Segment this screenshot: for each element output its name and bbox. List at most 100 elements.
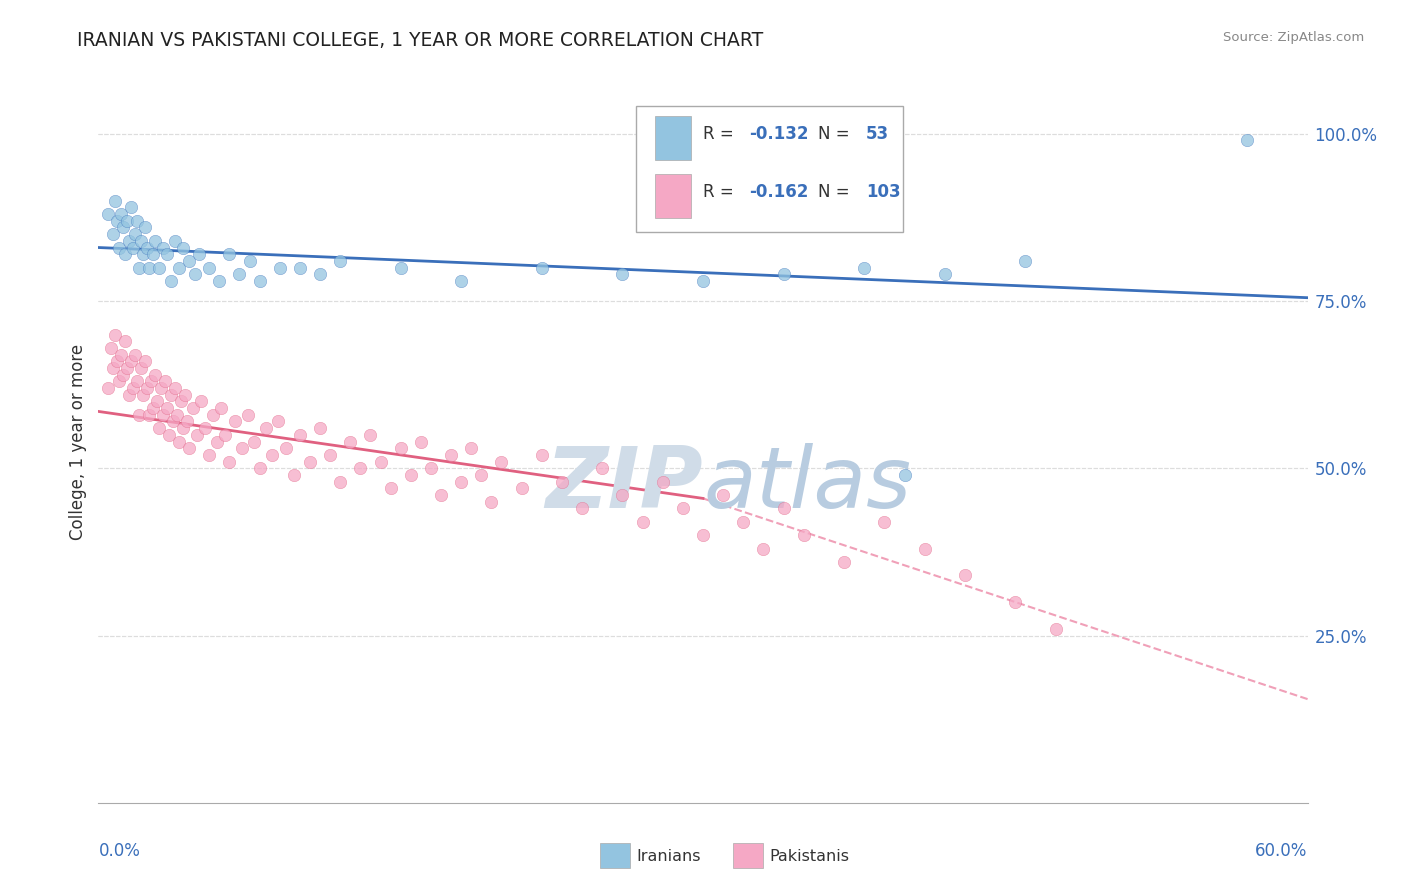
Text: -0.162: -0.162 <box>749 183 808 202</box>
Point <box>953 568 976 582</box>
Point <box>571 501 593 516</box>
Bar <box>655 174 690 218</box>
Point <box>125 375 148 389</box>
Point <box>146 394 169 409</box>
Point <box>260 448 283 462</box>
Point <box>274 442 297 455</box>
Point <box>118 234 141 248</box>
Point <box>207 434 229 449</box>
Point <box>399 467 422 482</box>
Point <box>460 442 482 455</box>
Point <box>752 541 775 556</box>
Point <box>420 461 443 475</box>
Text: Source: ZipAtlas.com: Source: ZipAtlas.com <box>1223 31 1364 45</box>
Point <box>893 467 915 482</box>
Point <box>97 207 120 221</box>
Point <box>218 247 240 261</box>
Point <box>612 488 634 502</box>
Point <box>530 260 553 275</box>
Point <box>115 361 138 376</box>
Point <box>111 368 134 382</box>
Point <box>218 455 240 469</box>
Point <box>101 361 124 376</box>
Point <box>103 327 125 342</box>
Point <box>129 234 152 248</box>
Point <box>156 401 179 416</box>
Point <box>450 475 472 489</box>
Point <box>370 455 392 469</box>
Point <box>124 227 146 242</box>
Point <box>156 247 179 261</box>
Point <box>172 421 194 435</box>
Text: atlas: atlas <box>703 443 911 526</box>
Point <box>163 234 186 248</box>
Point <box>107 375 129 389</box>
Point <box>873 515 896 529</box>
Point <box>132 247 155 261</box>
Point <box>103 194 125 208</box>
Point <box>470 467 492 482</box>
Point <box>110 207 132 221</box>
Point <box>853 260 876 275</box>
Point <box>128 260 150 275</box>
Point <box>105 354 128 368</box>
Point <box>105 214 128 228</box>
Point <box>111 220 134 235</box>
Point <box>733 515 755 529</box>
Point <box>132 387 155 401</box>
Point <box>162 414 184 429</box>
Point <box>118 387 141 401</box>
Point <box>148 260 170 275</box>
Point <box>142 401 165 416</box>
Point <box>1236 134 1258 148</box>
Bar <box>734 843 763 868</box>
Point <box>329 254 352 268</box>
Point <box>772 268 794 282</box>
Point <box>254 421 277 435</box>
Point <box>101 227 124 242</box>
Point <box>329 475 352 489</box>
Point <box>1004 595 1026 609</box>
Point <box>288 427 311 442</box>
Point <box>198 448 221 462</box>
Point <box>793 528 815 542</box>
Point <box>134 220 156 235</box>
Point <box>114 247 136 261</box>
Point <box>174 387 197 401</box>
Point <box>129 361 152 376</box>
Point <box>349 461 371 475</box>
Point <box>299 455 322 469</box>
Point <box>530 448 553 462</box>
Text: IRANIAN VS PAKISTANI COLLEGE, 1 YEAR OR MORE CORRELATION CHART: IRANIAN VS PAKISTANI COLLEGE, 1 YEAR OR … <box>77 31 763 50</box>
Text: ZIP: ZIP <box>546 443 703 526</box>
Text: N =: N = <box>818 126 855 144</box>
Point <box>551 475 574 489</box>
Point <box>711 488 734 502</box>
Point <box>143 368 166 382</box>
Point <box>409 434 432 449</box>
Point <box>152 241 174 255</box>
Point <box>491 455 513 469</box>
Text: Pakistanis: Pakistanis <box>769 849 849 864</box>
Point <box>631 515 654 529</box>
Point <box>100 341 122 355</box>
Point <box>139 375 162 389</box>
Point <box>176 414 198 429</box>
Point <box>157 427 180 442</box>
Text: R =: R = <box>703 183 740 202</box>
Text: N =: N = <box>818 183 855 202</box>
Point <box>832 555 855 569</box>
Point <box>110 348 132 362</box>
Point <box>389 260 412 275</box>
Bar <box>600 843 630 868</box>
Point <box>389 442 412 455</box>
Point <box>188 247 211 261</box>
Point <box>179 442 201 455</box>
Text: -0.132: -0.132 <box>749 126 808 144</box>
Y-axis label: College, 1 year or more: College, 1 year or more <box>69 343 87 540</box>
Point <box>612 268 634 282</box>
Point <box>309 268 332 282</box>
Point <box>160 387 183 401</box>
Text: 0.0%: 0.0% <box>98 842 141 860</box>
Point <box>135 381 157 395</box>
